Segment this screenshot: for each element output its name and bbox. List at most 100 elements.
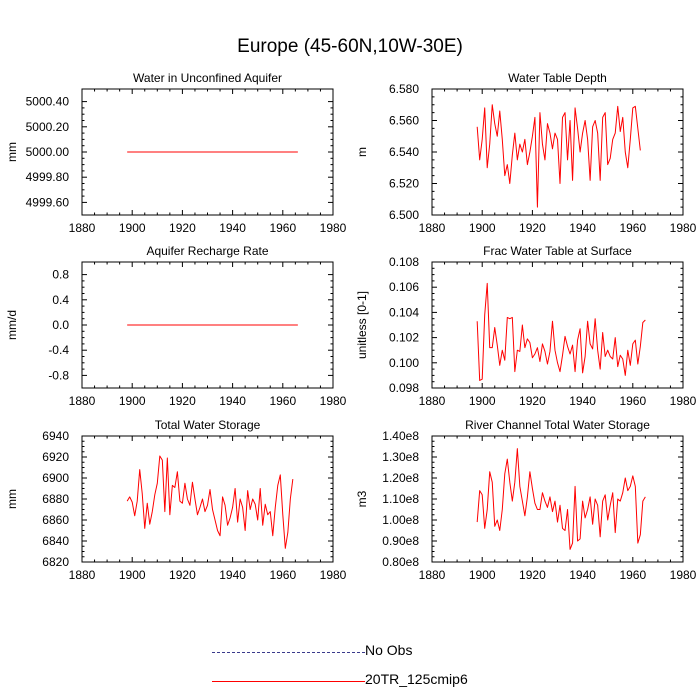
y-tick-label: 6.500: [389, 208, 419, 222]
y-tick-label: 0.0: [52, 318, 69, 332]
figure-title: Europe (45-60N,10W-30E): [237, 36, 463, 57]
y-tick-label: 0.4: [52, 293, 69, 307]
y-tick-label: 6900: [42, 471, 69, 485]
x-tick-label: 1920: [169, 394, 196, 408]
plot-frame: [81, 435, 334, 563]
x-tick-label: 1940: [569, 568, 596, 582]
x-tick-label: 1900: [469, 394, 496, 408]
x-tick-label: 1980: [670, 568, 697, 582]
x-tick-label: 1940: [569, 394, 596, 408]
x-tick-label: 1900: [469, 568, 496, 582]
x-tick-label: 1920: [519, 394, 546, 408]
x-tick-label: 1900: [469, 221, 496, 235]
legend-item-model: 20TR_125cmip6: [212, 671, 502, 693]
plot-frame: [431, 435, 684, 563]
y-axis-label: m3: [355, 490, 369, 507]
x-tick-label: 1980: [670, 221, 697, 235]
x-tick-label: 1960: [269, 394, 296, 408]
y-tick-label: 4999.80: [26, 170, 70, 184]
x-tick-label: 1960: [269, 221, 296, 235]
y-tick-label: 6940: [42, 429, 69, 443]
x-tick-label: 1940: [219, 568, 246, 582]
y-tick-label: 6.560: [389, 114, 419, 128]
y-tick-label: 1.30e8: [382, 450, 419, 464]
series-line-model: [476, 448, 646, 550]
y-tick-label: 0.8: [52, 268, 69, 282]
panel-title: Water Table Depth: [508, 71, 607, 85]
y-tick-label: -0.4: [48, 343, 69, 357]
legend-label-obs: No Obs: [365, 642, 413, 658]
panel-1: Water in Unconfined Aquifer mm 1880 1900 192…: [5, 71, 347, 235]
legend-solid-line: [212, 681, 365, 682]
panel-title: Water in Unconfined Aquifer: [133, 71, 282, 85]
x-tick-label: 1980: [320, 221, 347, 235]
y-axis-label: unitless [0-1]: [355, 291, 369, 359]
x-tick-label: 1960: [619, 394, 646, 408]
y-tick-label: 0.108: [389, 255, 419, 269]
y-tick-label: 6920: [42, 450, 69, 464]
y-tick-label: 5000.00: [26, 145, 70, 159]
legend-dashed-line: [212, 652, 365, 653]
x-tick-label: 1920: [169, 221, 196, 235]
plot-frame: [431, 88, 684, 216]
x-tick-label: 1980: [320, 568, 347, 582]
y-tick-label: 6.580: [389, 82, 419, 96]
y-tick-label: 6820: [42, 555, 69, 569]
y-tick-label: 0.104: [389, 305, 419, 319]
panel-title: Frac Water Table at Surface: [483, 244, 632, 258]
y-tick-label: 1.00e8: [382, 513, 419, 527]
x-tick-label: 1920: [519, 221, 546, 235]
y-tick-label: 1.10e8: [382, 492, 419, 506]
x-tick-label: 1900: [119, 221, 146, 235]
y-tick-label: 6880: [42, 492, 69, 506]
y-tick-label: 6860: [42, 513, 69, 527]
x-tick-label: 1980: [670, 394, 697, 408]
panel-6: River Channel Total Water Storage m3 1880 1…: [355, 418, 697, 582]
chart-grid: Water in Unconfined Aquifer mm 1880 1900 192…: [5, 71, 697, 582]
y-tick-label: 5000.40: [26, 95, 70, 109]
y-tick-label: 6.540: [389, 145, 419, 159]
panel-title: River Channel Total Water Storage: [465, 418, 650, 432]
x-tick-label: 1940: [569, 221, 596, 235]
panel-3: Aquifer Recharge Rate mm/d 1880 1900 1920 194…: [5, 244, 347, 408]
y-axis-label: mm: [5, 142, 19, 162]
y-tick-label: -0.8: [48, 368, 69, 382]
series-line-model: [476, 104, 641, 208]
panel-title: Aquifer Recharge Rate: [146, 244, 268, 258]
y-tick-label: 1.20e8: [382, 471, 419, 485]
y-tick-label: 0.102: [389, 331, 419, 345]
x-tick-label: 1980: [320, 394, 347, 408]
x-tick-label: 1880: [419, 568, 446, 582]
legend-label-model: 20TR_125cmip6: [365, 671, 468, 687]
x-tick-label: 1960: [619, 221, 646, 235]
series-line-model: [476, 282, 646, 381]
x-tick-label: 1900: [119, 568, 146, 582]
x-tick-label: 1880: [69, 221, 96, 235]
x-tick-label: 1960: [619, 568, 646, 582]
y-axis-label: mm: [5, 489, 19, 509]
x-tick-label: 1920: [169, 568, 196, 582]
panel-5: Total Water Storage mm 1880 1900 1920 1940 196…: [5, 418, 347, 582]
legend-item-obs: No Obs: [212, 642, 502, 664]
y-tick-label: 6.520: [389, 177, 419, 191]
y-tick-label: 0.106: [389, 280, 419, 294]
panel-4: Frac Water Table at Surface unitless [0-1…: [355, 244, 697, 408]
x-tick-label: 1920: [519, 568, 546, 582]
y-tick-label: 5000.20: [26, 120, 70, 134]
y-tick-label: 0.80e8: [382, 555, 419, 569]
series-line-model: [126, 455, 294, 549]
x-tick-label: 1900: [119, 394, 146, 408]
y-tick-label: 0.100: [389, 356, 419, 370]
x-tick-label: 1940: [219, 221, 246, 235]
y-axis-label: m: [355, 147, 369, 157]
y-axis-label: mm/d: [5, 310, 19, 340]
x-tick-label: 1880: [419, 394, 446, 408]
y-tick-label: 6840: [42, 534, 69, 548]
x-tick-label: 1880: [69, 568, 96, 582]
x-tick-label: 1960: [269, 568, 296, 582]
y-tick-label: 1.40e8: [382, 429, 419, 443]
x-tick-label: 1880: [69, 394, 96, 408]
y-tick-label: 4999.60: [26, 195, 70, 209]
panel-2: Water Table Depth m 1880 1900 1920 1940 1960 19…: [355, 71, 697, 235]
y-tick-label: 0.098: [389, 381, 419, 395]
